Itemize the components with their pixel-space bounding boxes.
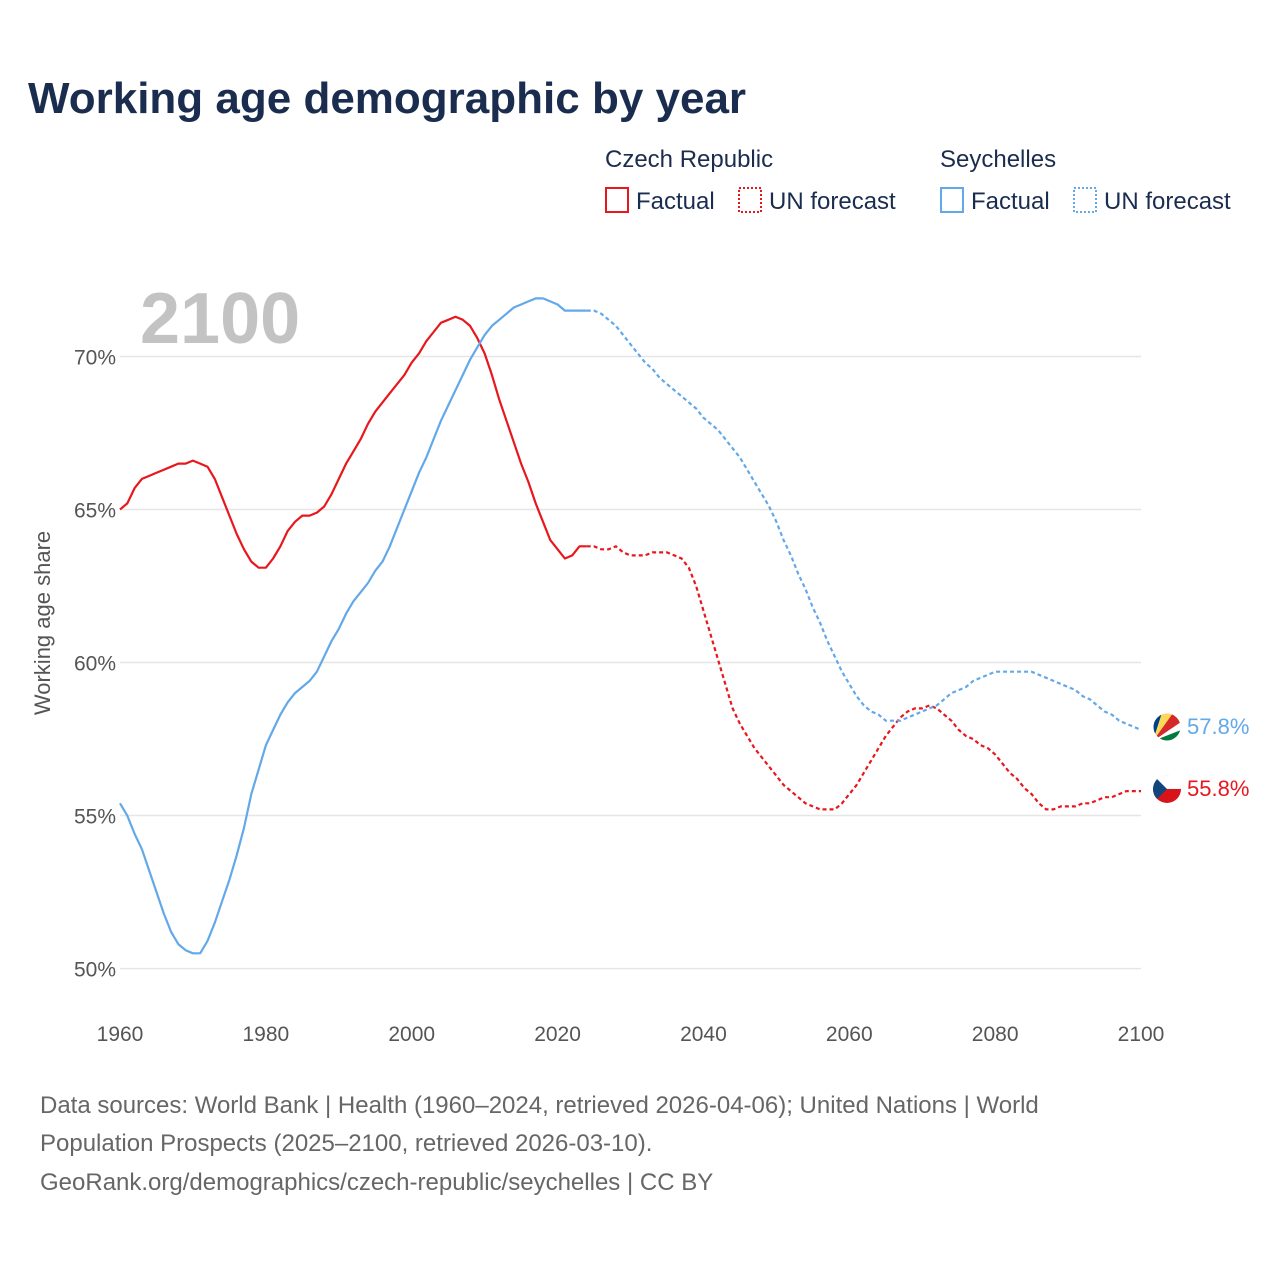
y-axis-label: Working age share	[30, 531, 55, 715]
y-tick-label: 55%	[74, 806, 116, 829]
x-tick-label: 2080	[972, 1023, 1019, 1046]
source-line-2: Population Prospects (2025–2100, retriev…	[40, 1130, 652, 1157]
x-tick-label: 2040	[680, 1023, 727, 1046]
legend-group-czech: Czech Republic	[605, 146, 773, 173]
y-tick-label: 60%	[74, 653, 116, 676]
chart-title: Working age demographic by year	[28, 74, 746, 123]
legend-seychelles-forecast: UN forecast	[1104, 188, 1231, 215]
year-label: 2100	[140, 279, 300, 359]
legend-swatch-seychelles-forecast	[1073, 187, 1097, 213]
y-axis-ticks: 50% 55% 60% 65% 70%	[74, 347, 116, 982]
y-tick-label: 70%	[74, 347, 116, 370]
legend-swatch-czech-forecast	[738, 187, 762, 213]
source-url[interactable]: GeoRank.org/demographics/czech-republic/…	[40, 1169, 713, 1196]
x-tick-label: 2060	[826, 1023, 873, 1046]
czech-end-label: 55.8%	[1187, 776, 1249, 801]
legend-czech-factual: Factual	[636, 188, 715, 215]
czech-republic-forecast-line	[586, 545, 1141, 811]
seychelles-end-label: 57.8%	[1187, 714, 1249, 739]
x-tick-label: 1960	[97, 1023, 144, 1046]
x-tick-label: 2100	[1118, 1023, 1165, 1046]
x-tick-label: 2000	[388, 1023, 435, 1046]
legend-seychelles-factual: Factual	[971, 188, 1050, 215]
czech-republic-factual-line	[119, 315, 587, 569]
legend-czech-forecast: UN forecast	[769, 188, 896, 215]
seychelles-forecast-line	[586, 309, 1142, 731]
seychelles-flag-icon	[1152, 712, 1182, 742]
y-tick-label: 65%	[74, 500, 116, 523]
x-axis-ticks: 1960 1980 2000 2020 2040 2060 2080 2100	[97, 1023, 1165, 1046]
y-tick-label: 50%	[74, 959, 116, 982]
gridlines	[120, 355, 1141, 970]
legend: Czech Republic Factual UN forecast Seych…	[605, 146, 1231, 215]
czech-flag-icon	[1153, 775, 1181, 803]
seychelles-factual-line	[119, 297, 587, 955]
x-tick-label: 1980	[242, 1023, 289, 1046]
legend-swatch-seychelles-factual	[940, 187, 964, 213]
legend-group-seychelles: Seychelles	[940, 146, 1056, 173]
legend-swatch-czech-factual	[605, 187, 629, 213]
x-tick-label: 2020	[534, 1023, 581, 1046]
source-line-1: Data sources: World Bank | Health (1960–…	[40, 1092, 1039, 1119]
series-lines	[119, 297, 1142, 955]
